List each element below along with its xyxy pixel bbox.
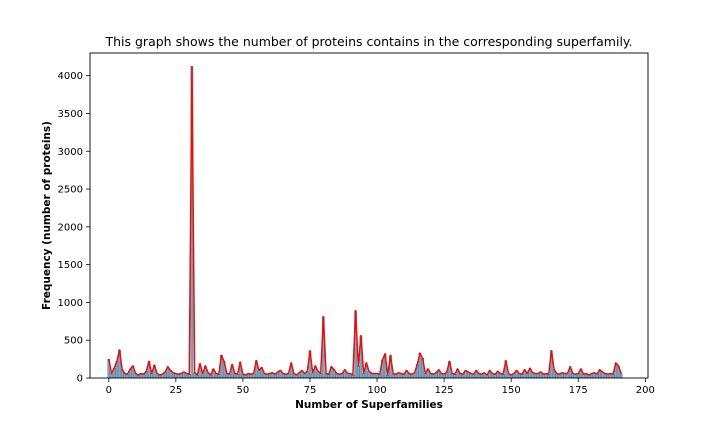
bars-group [107,66,623,379]
y-axis-label: Frequency (number of proteins) [41,121,53,310]
series-line [108,65,622,376]
bar [619,373,623,379]
chart-title: This graph shows the number of proteins … [104,34,632,49]
y-tick-label: 1500 [58,260,83,271]
x-tick-label: 50 [237,385,250,396]
y-tick-label: 0 [77,374,83,385]
line-group [108,65,622,376]
x-tick-label: 75 [304,385,317,396]
y-tick-label: 4000 [58,71,83,82]
y-tick-label: 500 [64,336,83,347]
bar [311,372,314,379]
bar [357,365,360,379]
x-tick-label: 200 [636,385,655,396]
y-tick-label: 3000 [58,147,83,158]
y-tick-label: 2500 [58,185,83,196]
x-axis-label: Number of Superfamilies [295,399,443,411]
bar [257,370,261,379]
plot-frame [89,52,649,379]
x-tick-label: 175 [569,385,588,396]
x-tick-label: 100 [368,385,387,396]
x-tick-label: 125 [435,385,454,396]
y-tick-label: 3500 [58,109,83,120]
y-tick-label: 2000 [58,222,83,233]
y-tick-label: 1000 [58,298,83,309]
x-axis: 0 25 50 75 100 125 150 175 200 [106,378,655,396]
y-axis: 0 500 1000 1500 2000 2500 3000 3500 4000 [58,71,90,385]
x-tick-label: 150 [502,385,521,396]
x-tick-label: 25 [169,385,182,396]
x-tick-label: 0 [106,385,112,396]
